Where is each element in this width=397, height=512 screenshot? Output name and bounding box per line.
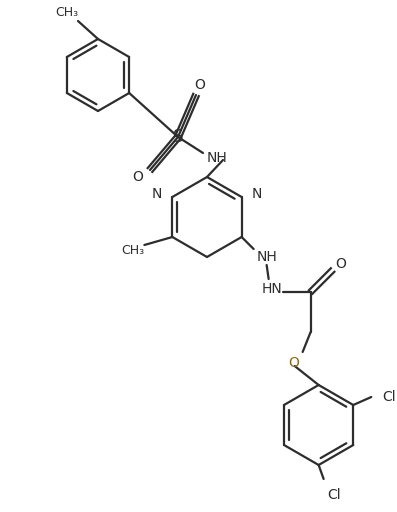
Text: NH: NH	[206, 151, 227, 165]
Text: HN: HN	[261, 282, 282, 296]
Text: N: N	[252, 187, 262, 201]
Text: S: S	[173, 128, 183, 146]
Text: CH₃: CH₃	[56, 7, 79, 19]
Text: Cl: Cl	[327, 488, 341, 502]
Text: Cl: Cl	[382, 390, 396, 404]
Text: N: N	[152, 187, 162, 201]
Text: O: O	[288, 356, 299, 370]
Text: CH₃: CH₃	[121, 244, 144, 257]
Text: O: O	[195, 78, 205, 92]
Text: O: O	[133, 170, 143, 184]
Text: NH: NH	[256, 250, 277, 264]
Text: O: O	[335, 257, 346, 271]
